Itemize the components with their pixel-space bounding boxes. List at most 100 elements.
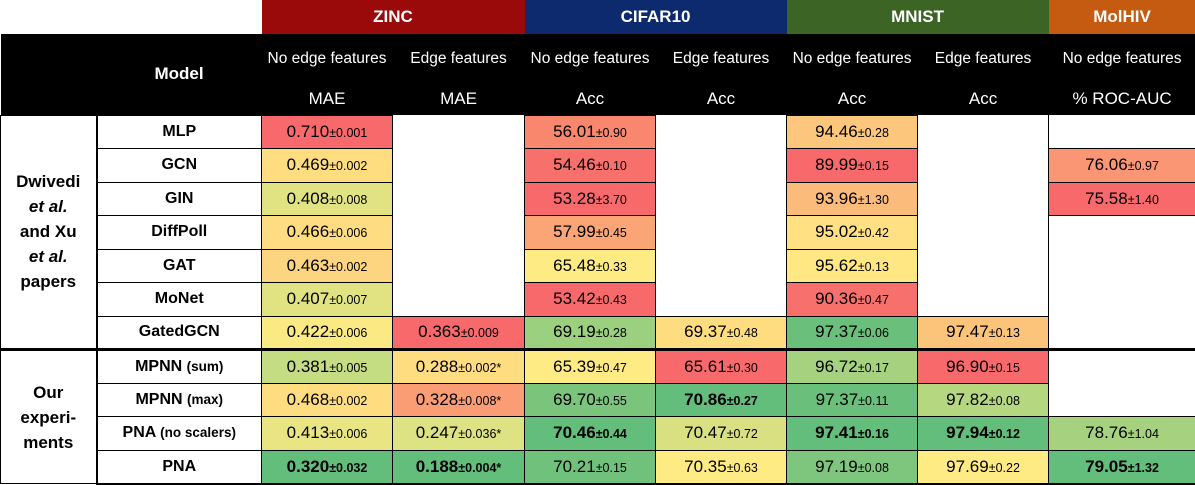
score-std: ±0.002 <box>329 260 367 274</box>
score-cell: 97.37±0.06 <box>787 316 918 350</box>
group-line: papers <box>20 272 76 291</box>
score-cell: 0.422±0.006 <box>262 316 393 350</box>
score-std: ±0.17 <box>858 361 889 375</box>
score-std: ±0.48 <box>727 326 758 340</box>
score-value: 97.37 <box>816 390 859 409</box>
score-cell: 97.19±0.08 <box>787 450 918 484</box>
score-value: 54.46 <box>553 155 596 174</box>
score-cell: 97.94±0.12 <box>918 417 1049 451</box>
model-name: MoNet <box>155 290 204 307</box>
header-blank <box>1 83 97 115</box>
score-value: 96.90 <box>946 357 989 376</box>
score-value: 95.62 <box>815 256 858 275</box>
feature-header-row: Model No edge features Edge features No … <box>1 34 1195 83</box>
score-std: ±0.63 <box>727 461 758 475</box>
score-value: 70.46 <box>553 423 596 442</box>
score-cell: 0.363±0.009 <box>393 316 525 350</box>
group-label-our-experiments: Our experi- ments <box>1 350 97 484</box>
score-std: ±0.15 <box>858 159 889 173</box>
score-cell: 0.188±0.004* <box>393 450 525 484</box>
score-cell: 70.35±0.63 <box>656 450 787 484</box>
model-name: MPNN <box>135 391 182 408</box>
score-std: ±0.47 <box>596 361 627 375</box>
score-std: ±0.28 <box>858 126 889 140</box>
score-value: 65.61 <box>684 357 727 376</box>
score-value: 0.247 <box>416 423 459 442</box>
score-value: 0.468 <box>287 390 330 409</box>
score-std: ±0.42 <box>858 226 889 240</box>
model-name: PNA <box>162 458 196 475</box>
score-cell: 0.381±0.005 <box>262 350 393 384</box>
score-std: ±0.47 <box>858 293 889 307</box>
model-name: MPNN <box>135 358 182 375</box>
metric-header: Acc <box>525 83 656 115</box>
header-blank <box>1 34 97 83</box>
score-std: ±0.007 <box>329 293 367 307</box>
score-std: ±0.15 <box>989 361 1020 375</box>
group-line: experi- <box>20 408 76 427</box>
score-cell: 90.36±0.47 <box>787 283 918 317</box>
model-name-cell: MoNet <box>97 283 262 317</box>
score-value: 93.96 <box>815 189 858 208</box>
score-value: 79.05 <box>1085 457 1128 476</box>
score-cell: 65.61±0.30 <box>656 350 787 384</box>
score-value: 53.28 <box>553 189 596 208</box>
score-std: ±0.22 <box>989 461 1020 475</box>
dataset-cifar10: CIFAR10 <box>525 0 787 34</box>
empty-cell <box>656 115 787 149</box>
metric-header: Acc <box>918 83 1049 115</box>
score-std: ±1.30 <box>858 193 889 207</box>
score-cell: 0.710±0.001 <box>262 115 393 149</box>
empty-cell <box>656 216 787 250</box>
score-cell: 0.469±0.002 <box>262 149 393 183</box>
score-value: 97.69 <box>946 457 989 476</box>
score-std: ±0.06 <box>858 326 889 340</box>
score-std: ±0.13 <box>989 326 1020 340</box>
score-cell: 53.42±0.43 <box>525 283 656 317</box>
score-cell: 0.413±0.006 <box>262 417 393 451</box>
score-std: ±0.30 <box>727 361 758 375</box>
score-value: 70.47 <box>684 423 727 442</box>
score-value: 0.710 <box>287 122 330 141</box>
score-value: 97.37 <box>815 322 858 341</box>
score-cell: 94.46±0.28 <box>787 115 918 149</box>
score-value: 78.76 <box>1085 423 1128 442</box>
score-std: ±0.002 <box>329 159 367 173</box>
dataset-header-row: ZINC CIFAR10 MNIST MolHIV <box>1 0 1195 34</box>
score-std: ±1.04 <box>1128 427 1159 441</box>
score-std: ±0.28 <box>596 326 627 340</box>
score-value: 75.58 <box>1085 189 1128 208</box>
score-std: ±0.006 <box>329 326 367 340</box>
score-std: ±0.15 <box>596 461 627 475</box>
score-std: ±0.43 <box>596 293 627 307</box>
empty-cell <box>656 283 787 317</box>
score-value: 53.42 <box>553 289 596 308</box>
score-value: 0.463 <box>287 256 330 275</box>
score-std: ±0.08 <box>858 461 889 475</box>
score-cell: 54.46±0.10 <box>525 149 656 183</box>
score-value: 0.288 <box>416 357 459 376</box>
score-cell: 69.70±0.55 <box>525 383 656 417</box>
model-name-cell: DiffPoll <box>97 216 262 250</box>
model-name-cell: GatedGCN <box>97 316 262 350</box>
score-value: 97.19 <box>815 457 858 476</box>
empty-cell <box>393 182 525 216</box>
dataset-mnist: MNIST <box>787 0 1049 34</box>
score-cell: 96.72±0.17 <box>787 350 918 384</box>
score-cell: 97.41±0.16 <box>787 417 918 451</box>
score-cell: 70.46±0.44 <box>525 417 656 451</box>
score-std: ±0.90 <box>596 126 627 140</box>
score-value: 0.408 <box>287 189 330 208</box>
score-cell: 0.468±0.002 <box>262 383 393 417</box>
score-std: ±0.08 <box>989 394 1020 408</box>
metric-header: MAE <box>393 83 525 115</box>
score-std: ±0.44 <box>596 427 627 441</box>
feature-header: No edge features <box>525 34 656 83</box>
score-cell: 95.62±0.13 <box>787 249 918 283</box>
metric-header: MAE <box>262 83 393 115</box>
